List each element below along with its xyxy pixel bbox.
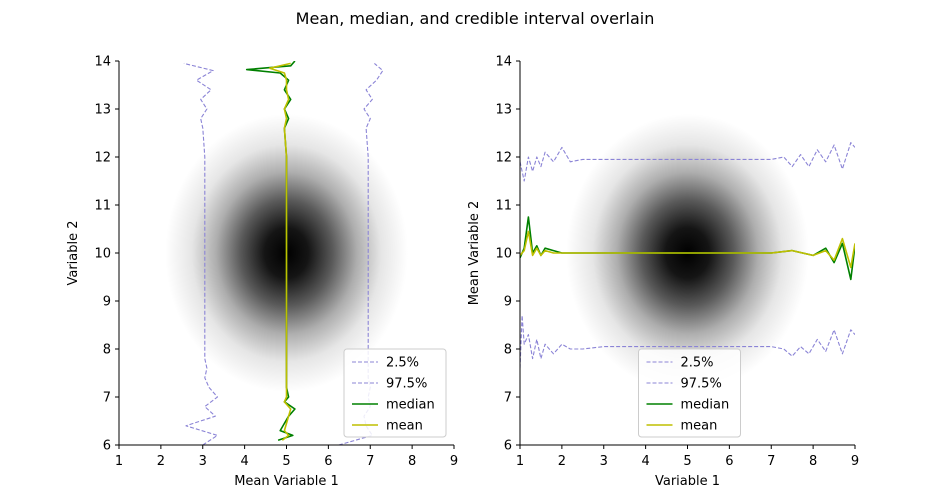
y-tick-label: 12 xyxy=(495,151,512,166)
x-tick-label: 8 xyxy=(408,454,416,469)
legend-label: 2.5% xyxy=(386,356,419,371)
y-tick-label: 12 xyxy=(94,151,111,166)
x-tick-label: 9 xyxy=(450,454,458,469)
x-axis-label: Variable 1 xyxy=(655,474,720,489)
x-tick-label: 5 xyxy=(282,454,290,469)
x-tick-label: 8 xyxy=(809,454,817,469)
series-2-5pct xyxy=(183,62,218,445)
series-2-5pct xyxy=(520,314,855,369)
y-tick-label: 9 xyxy=(103,295,111,310)
legend-label: 2.5% xyxy=(681,356,714,371)
series-97-5pct xyxy=(520,142,855,182)
legend: 2.5% 97.5% median mean xyxy=(343,348,447,438)
x-tick-label: 6 xyxy=(324,454,332,469)
y-tick-label: 6 xyxy=(103,439,111,454)
x-tick-label: 7 xyxy=(767,454,775,469)
series-mean xyxy=(268,62,292,441)
x-tick-label: 5 xyxy=(683,454,691,469)
y-tick-label: 10 xyxy=(94,247,111,262)
y-axis-label: Variable 2 xyxy=(66,220,81,285)
y-tick-label: 6 xyxy=(504,439,512,454)
x-tick-label: 1 xyxy=(516,454,524,469)
x-axis-label: Mean Variable 1 xyxy=(234,474,339,489)
legend-label: median xyxy=(681,398,730,413)
legend: 2.5% 97.5% median mean xyxy=(638,348,741,438)
legend-label: median xyxy=(386,398,435,413)
series-mean xyxy=(520,230,855,269)
x-tick-label: 7 xyxy=(366,454,374,469)
legend-label: 97.5% xyxy=(681,377,722,392)
y-tick-label: 7 xyxy=(504,391,512,406)
y-tick-label: 11 xyxy=(495,199,512,214)
y-tick-label: 13 xyxy=(495,103,512,118)
y-tick-label: 10 xyxy=(495,247,512,262)
x-tick-label: 3 xyxy=(600,454,608,469)
x-tick-label: 4 xyxy=(240,454,248,469)
legend-label: mean xyxy=(681,419,718,434)
figure-title: Mean, median, and credible interval over… xyxy=(296,9,655,28)
legend-label: mean xyxy=(386,419,423,434)
x-tick-label: 1 xyxy=(115,454,123,469)
y-tick-label: 13 xyxy=(94,103,111,118)
y-tick-label: 11 xyxy=(94,199,111,214)
x-tick-label: 6 xyxy=(725,454,733,469)
x-tick-label: 3 xyxy=(199,454,207,469)
y-tick-label: 8 xyxy=(103,343,111,358)
y-tick-label: 14 xyxy=(495,55,512,70)
y-tick-label: 14 xyxy=(94,55,111,70)
y-tick-label: 7 xyxy=(103,391,111,406)
x-tick-label: 2 xyxy=(157,454,165,469)
y-tick-label: 8 xyxy=(504,343,512,358)
legend-box xyxy=(343,348,447,438)
x-tick-label: 9 xyxy=(851,454,859,469)
x-tick-label: 4 xyxy=(641,454,649,469)
legend-label: 97.5% xyxy=(386,377,427,392)
y-axis-label: Mean Variable 2 xyxy=(467,201,482,306)
legend-box xyxy=(638,348,741,438)
x-tick-label: 2 xyxy=(558,454,566,469)
y-tick-label: 9 xyxy=(504,295,512,310)
